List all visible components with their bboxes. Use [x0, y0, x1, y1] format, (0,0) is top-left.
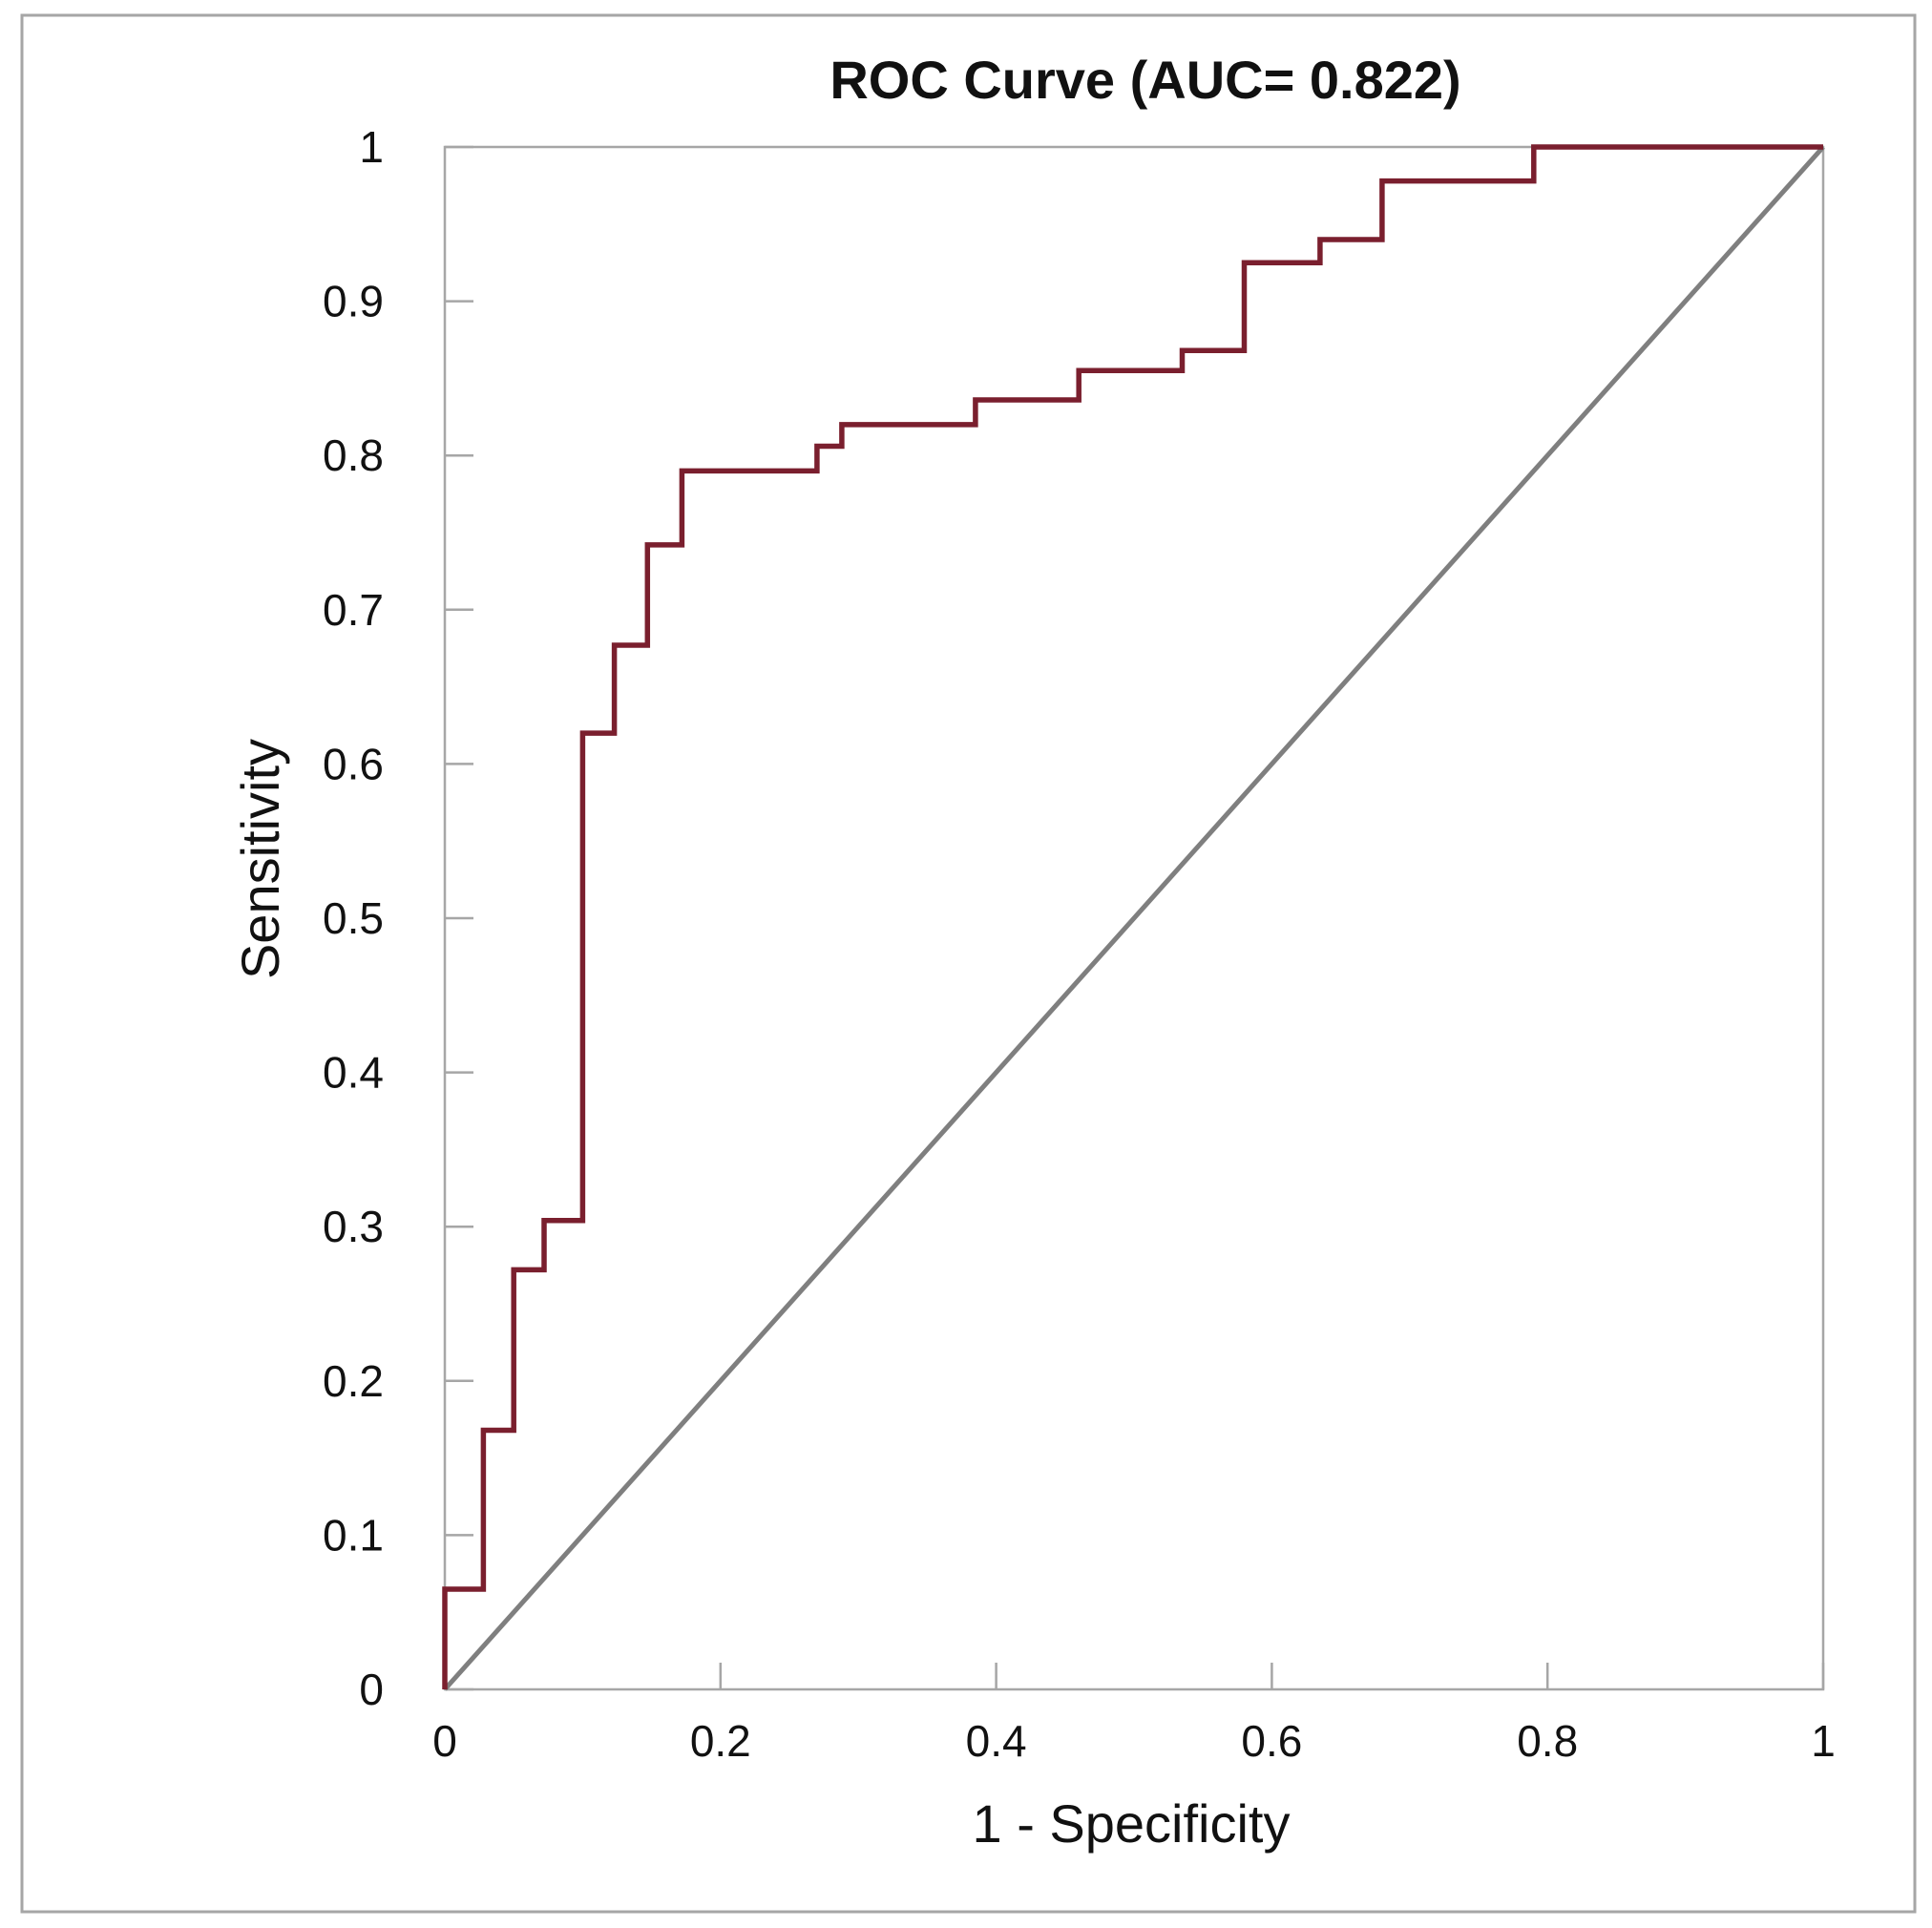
reference-diagonal-line	[443, 145, 1825, 1691]
x-tick-label: 0.4	[966, 1716, 1027, 1766]
y-tick-label: 0	[359, 1665, 384, 1714]
y-tick-label: 0.4	[323, 1048, 384, 1098]
y-tick-label: 1	[359, 122, 384, 172]
x-tick-label: 0.8	[1517, 1716, 1578, 1766]
x-tick-label: 1	[1811, 1716, 1836, 1766]
y-tick-label: 0.9	[323, 277, 384, 326]
chart-title: ROC Curve (AUC= 0.822)	[830, 50, 1460, 110]
y-tick-label: 0.1	[323, 1510, 384, 1560]
x-tick-label: 0.2	[690, 1716, 751, 1766]
x-axis-title: 1 - Specificity	[973, 1793, 1291, 1854]
y-axis-ticks: 0 0.1 0.2 0.3 0.4 0.5 0.6 0.7 0.8 0.9 1	[323, 122, 473, 1714]
y-tick-label: 0.3	[323, 1202, 384, 1251]
y-tick-label: 0.6	[323, 739, 384, 788]
x-tick-label: 0	[432, 1716, 457, 1766]
x-tick-label: 0.6	[1241, 1716, 1302, 1766]
y-tick-label: 0.7	[323, 585, 384, 635]
y-tick-label: 0.5	[323, 893, 384, 943]
y-axis-title: Sensitivity	[230, 739, 290, 979]
y-tick-label: 0.8	[323, 430, 384, 480]
x-axis-ticks: 0 0.2 0.4 0.6 0.8 1	[432, 1663, 1836, 1766]
series-layer	[442, 144, 1825, 1691]
y-tick-label: 0.2	[323, 1356, 384, 1406]
roc-curve-line	[442, 144, 1823, 1689]
